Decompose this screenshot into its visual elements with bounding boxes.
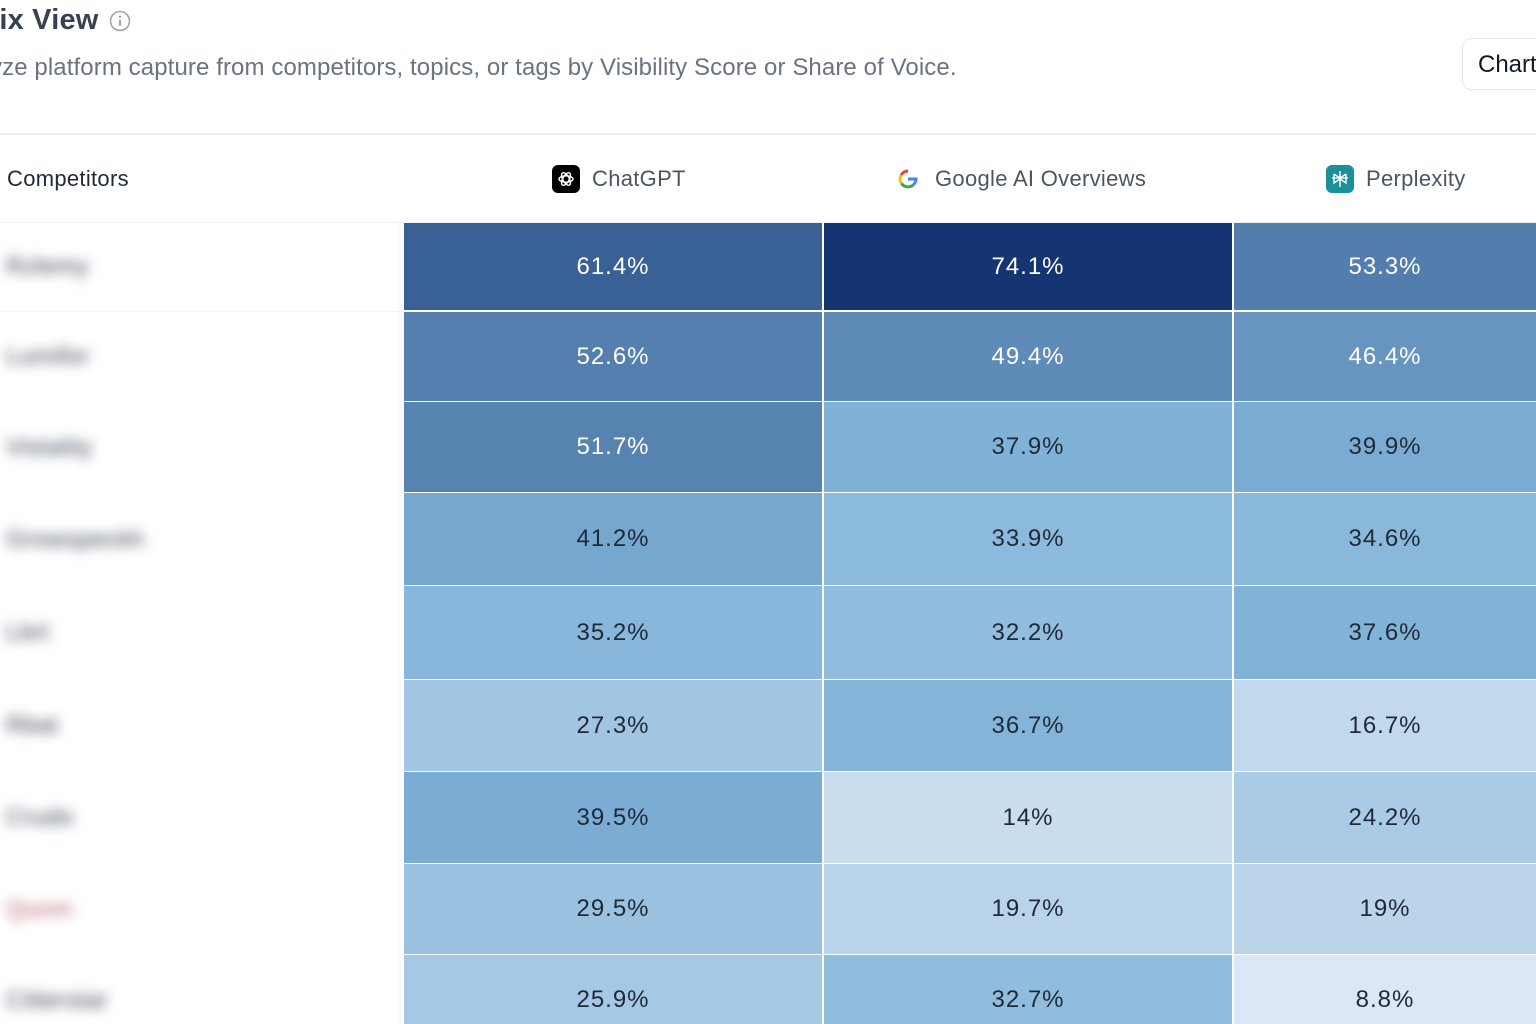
- heatmap-cell[interactable]: 37.9%: [824, 402, 1232, 492]
- heatmap-cell[interactable]: 51.7%: [404, 402, 822, 492]
- competitor-name: Rbat: [6, 712, 59, 739]
- heatmap-cell[interactable]: 33.9%: [824, 493, 1232, 585]
- competitor-name: Citterstar: [6, 986, 109, 1014]
- column-header-label: Competitors: [7, 166, 129, 191]
- heatmap-cell[interactable]: 36.7%: [824, 680, 1232, 771]
- heatmap-cell[interactable]: 25.9%: [404, 955, 822, 1024]
- competitor-name-cell[interactable]: Lumifor: [0, 312, 402, 403]
- heatmap-cell[interactable]: 27.3%: [404, 680, 822, 771]
- heatmap-cell[interactable]: 32.2%: [824, 586, 1232, 679]
- table-row: Crudo 39.5% 14% 24.2%: [0, 772, 1536, 865]
- table-row: Lbrt 35.2% 32.2% 37.6%: [0, 586, 1536, 681]
- table-row: Lumifor 52.6% 49.4% 46.4%: [0, 312, 1536, 403]
- perplexity-logo-icon: [1326, 165, 1354, 193]
- column-header-competitors[interactable]: Competitors: [7, 135, 129, 223]
- competitor-name: Lumifor: [6, 343, 90, 370]
- heatmap-cell[interactable]: 49.4%: [824, 312, 1232, 401]
- heatmap-cell[interactable]: 19%: [1234, 864, 1536, 954]
- competitor-name: Vistality: [6, 433, 93, 461]
- page-title: trix View: [0, 4, 99, 36]
- table-row: Vistality 51.7% 37.9% 39.9%: [0, 402, 1536, 494]
- column-header-label: ChatGPT: [592, 166, 686, 191]
- competitor-name-cell[interactable]: Crudo: [0, 772, 402, 865]
- header-divider: [0, 133, 1536, 135]
- table-row: Rbat 27.3% 36.7% 16.7%: [0, 680, 1536, 773]
- heatmap-cell[interactable]: 39.5%: [404, 772, 822, 863]
- page-subtitle: yze platform capture from competitors, t…: [0, 54, 957, 81]
- heatmap-cell[interactable]: 19.7%: [824, 864, 1232, 954]
- table-row: Qunm 29.5% 19.7% 19%: [0, 864, 1536, 956]
- google-logo-icon: [897, 168, 919, 190]
- competitor-name-cell[interactable]: Citterstar: [0, 955, 402, 1024]
- chart-view-button[interactable]: Chart: [1462, 38, 1536, 90]
- heatmap-cell[interactable]: 29.5%: [404, 864, 822, 954]
- heatmap-cell[interactable]: 52.6%: [404, 312, 822, 401]
- competitor-name-cell[interactable]: Lbrt: [0, 586, 402, 681]
- heatmap-cell[interactable]: 34.6%: [1234, 493, 1536, 585]
- title-row: trix View: [0, 4, 131, 37]
- competitor-name: Rzlemy: [6, 253, 90, 280]
- column-header-perplexity[interactable]: Perplexity: [1326, 135, 1466, 223]
- competitor-name: Qunm: [6, 895, 74, 923]
- column-header-chatgpt[interactable]: ChatGPT: [552, 135, 686, 223]
- heatmap-cell[interactable]: 14%: [824, 772, 1232, 863]
- competitor-name-cell[interactable]: Rbat: [0, 680, 402, 773]
- heatmap-cell[interactable]: 41.2%: [404, 493, 822, 585]
- column-header-label: Perplexity: [1366, 166, 1466, 191]
- competitor-name: Crudo: [6, 804, 74, 831]
- heatmap-cell[interactable]: 37.6%: [1234, 586, 1536, 679]
- competitor-name-cell[interactable]: Rzlemy: [0, 223, 402, 312]
- chatgpt-logo-icon: [552, 165, 580, 193]
- competitor-name: Growspeckh: [6, 525, 145, 553]
- table-row: Growspeckh 41.2% 33.9% 34.6%: [0, 493, 1536, 587]
- heatmap-cell[interactable]: 24.2%: [1234, 772, 1536, 863]
- heatmap-cell[interactable]: 61.4%: [404, 223, 822, 310]
- heatmap-cell[interactable]: 74.1%: [824, 223, 1232, 310]
- competitor-name-cell[interactable]: Vistality: [0, 402, 402, 494]
- info-icon[interactable]: [109, 10, 131, 32]
- heatmap-cell[interactable]: 8.8%: [1234, 955, 1536, 1024]
- heatmap-cell[interactable]: 35.2%: [404, 586, 822, 679]
- header: trix View yze platform capture from comp…: [0, 0, 1536, 135]
- heatmap-cell[interactable]: 39.9%: [1234, 402, 1536, 492]
- table-row: Rzlemy 61.4% 74.1% 53.3%: [0, 223, 1536, 312]
- table-row: Citterstar 25.9% 32.7% 8.8%: [0, 955, 1536, 1024]
- column-header-label: Google AI Overviews: [935, 166, 1147, 191]
- competitor-name-cell[interactable]: Qunm: [0, 864, 402, 956]
- heatmap-cell[interactable]: 16.7%: [1234, 680, 1536, 771]
- heatmap-cell[interactable]: 46.4%: [1234, 312, 1536, 401]
- competitor-name-cell[interactable]: Growspeckh: [0, 493, 402, 587]
- heatmap-cell[interactable]: 53.3%: [1234, 223, 1536, 310]
- competitor-name: Lbrt: [6, 619, 50, 646]
- heatmap-cell[interactable]: 32.7%: [824, 955, 1232, 1024]
- table-header-divider: [0, 222, 1536, 223]
- column-header-google-ai-overviews[interactable]: Google AI Overviews: [897, 135, 1146, 223]
